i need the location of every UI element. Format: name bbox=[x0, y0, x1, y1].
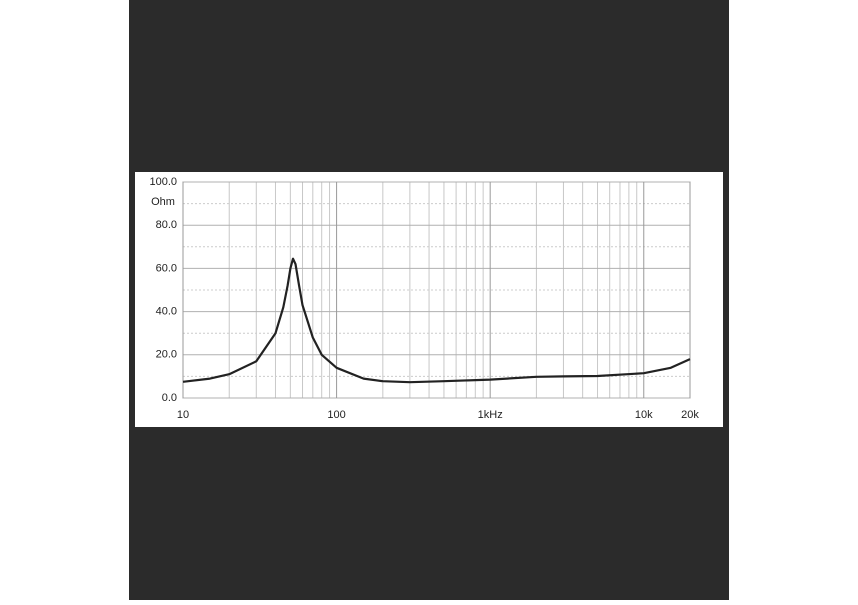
y-tick-label: 20.0 bbox=[156, 349, 177, 361]
y-tick-label: 80.0 bbox=[156, 219, 177, 231]
y-axis-label: Ohm bbox=[151, 196, 175, 208]
y-tick-label: 0.0 bbox=[162, 392, 177, 404]
y-tick-label: 40.0 bbox=[156, 306, 177, 318]
x-tick-label: 10k bbox=[635, 409, 653, 421]
x-tick-label: 20k bbox=[681, 409, 699, 421]
y-tick-label: 60.0 bbox=[156, 262, 177, 274]
x-tick-label: 10 bbox=[177, 409, 189, 421]
impedance-curve bbox=[182, 257, 691, 384]
x-tick-label: 1kHz bbox=[478, 409, 503, 421]
x-tick-label: 100 bbox=[327, 409, 345, 421]
y-tick-label: 100.0 bbox=[149, 176, 177, 188]
